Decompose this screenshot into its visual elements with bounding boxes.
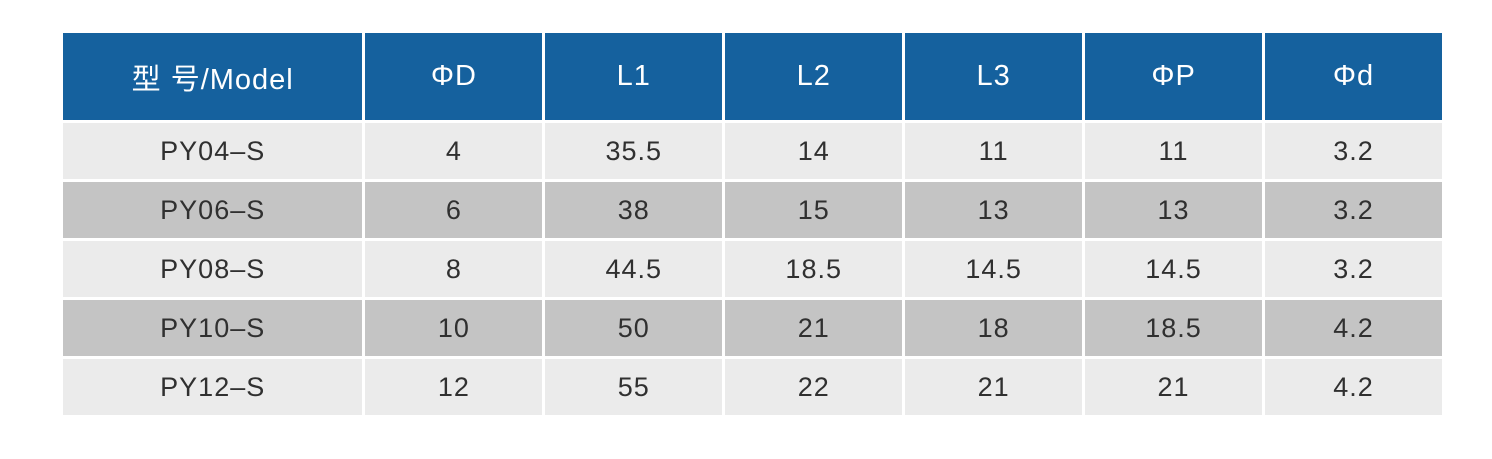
table-row: PY12–S 12 55 22 21 21 4.2: [63, 359, 1442, 415]
model-cell: PY12–S: [63, 359, 363, 415]
value-cell: 4: [365, 123, 543, 179]
value-cell: 3.2: [1265, 182, 1442, 238]
model-cell: PY10–S: [63, 300, 363, 356]
column-header-phi-d-outer: ΦD: [365, 33, 543, 120]
value-cell: 18.5: [1085, 300, 1263, 356]
column-header-l1: L1: [545, 33, 723, 120]
value-cell: 13: [905, 182, 1083, 238]
model-cell: PY06–S: [63, 182, 363, 238]
header-row: 型 号/Model ΦD L1 L2 L3 ΦP Φd: [63, 33, 1442, 120]
value-cell: 18.5: [725, 241, 903, 297]
value-cell: 55: [545, 359, 723, 415]
table-row: PY04–S 4 35.5 14 11 11 3.2: [63, 123, 1442, 179]
column-header-phi-d-inner: Φd: [1265, 33, 1442, 120]
table-row: PY08–S 8 44.5 18.5 14.5 14.5 3.2: [63, 241, 1442, 297]
model-cell: PY08–S: [63, 241, 363, 297]
value-cell: 18: [905, 300, 1083, 356]
value-cell: 8: [365, 241, 543, 297]
value-cell: 14.5: [1085, 241, 1263, 297]
column-header-model: 型 号/Model: [63, 33, 363, 120]
value-cell: 21: [725, 300, 903, 356]
column-header-l3: L3: [905, 33, 1083, 120]
value-cell: 11: [1085, 123, 1263, 179]
value-cell: 44.5: [545, 241, 723, 297]
value-cell: 6: [365, 182, 543, 238]
spec-table: 型 号/Model ΦD L1 L2 L3 ΦP Φd PY04–S 4 35.…: [60, 30, 1445, 418]
value-cell: 22: [725, 359, 903, 415]
column-header-phi-p: ΦP: [1085, 33, 1263, 120]
table-row: PY06–S 6 38 15 13 13 3.2: [63, 182, 1442, 238]
value-cell: 13: [1085, 182, 1263, 238]
column-header-l2: L2: [725, 33, 903, 120]
value-cell: 21: [1085, 359, 1263, 415]
value-cell: 3.2: [1265, 123, 1442, 179]
value-cell: 14.5: [905, 241, 1083, 297]
value-cell: 4.2: [1265, 359, 1442, 415]
value-cell: 50: [545, 300, 723, 356]
value-cell: 4.2: [1265, 300, 1442, 356]
value-cell: 38: [545, 182, 723, 238]
value-cell: 21: [905, 359, 1083, 415]
value-cell: 14: [725, 123, 903, 179]
model-cell: PY04–S: [63, 123, 363, 179]
value-cell: 35.5: [545, 123, 723, 179]
value-cell: 12: [365, 359, 543, 415]
value-cell: 15: [725, 182, 903, 238]
table-row: PY10–S 10 50 21 18 18.5 4.2: [63, 300, 1442, 356]
value-cell: 3.2: [1265, 241, 1442, 297]
value-cell: 11: [905, 123, 1083, 179]
value-cell: 10: [365, 300, 543, 356]
